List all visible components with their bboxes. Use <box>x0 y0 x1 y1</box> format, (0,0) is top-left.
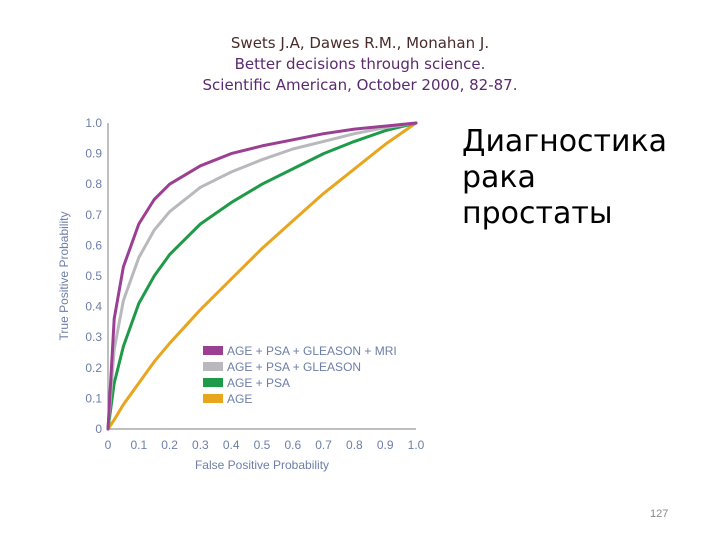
slide-title: Диагностика рака простаты <box>462 124 712 232</box>
y-tick-label: 0.2 <box>85 361 102 375</box>
y-tick-label: 0.1 <box>85 391 102 405</box>
legend-swatch <box>203 346 223 355</box>
roc-chart-svg: 0 0.1 0.2 0.3 0.4 0.5 0.6 0.7 0.8 0.9 1.0 0 0.1 0.2 0.… <box>57 116 425 472</box>
x-tick-label: 1.0 <box>408 438 425 452</box>
y-tick-label: 0.7 <box>85 208 102 222</box>
slide-title-line-2: рака <box>462 160 536 195</box>
series-line <box>106 121 418 431</box>
y-tick-label: 0.8 <box>85 177 102 191</box>
series-line <box>106 121 418 431</box>
series-line <box>106 121 418 431</box>
y-tick-label: 0.3 <box>85 330 102 344</box>
citation-journal: Scientific American, October 2000, 82-87… <box>202 76 518 94</box>
legend-label: AGE <box>227 392 252 406</box>
series-line <box>106 121 418 431</box>
legend-label: AGE + PSA <box>227 376 290 390</box>
y-tick-label: 0.9 <box>85 147 102 161</box>
page-number: 127 <box>650 508 669 520</box>
x-axis-label: False Positive Probability <box>195 458 329 472</box>
slide-title-line-1: Диагностика <box>462 124 668 159</box>
legend-label: AGE + PSA + GLEASON + MRI <box>227 344 397 358</box>
x-tick-label: 0.6 <box>284 438 301 452</box>
y-tick-label: 0.6 <box>85 238 102 252</box>
y-tick-label: 0.4 <box>85 300 102 314</box>
x-tick-label: 0 <box>105 438 112 452</box>
legend-label: AGE + PSA + GLEASON <box>227 360 361 374</box>
x-tick-label: 0.5 <box>254 438 271 452</box>
citation: Swets J.A, Dawes R.M., Monahan J. Better… <box>130 33 590 96</box>
x-tick-label: 0.1 <box>130 438 147 452</box>
slide-title-line-3: простаты <box>462 196 613 231</box>
citation-authors: Swets J.A, Dawes R.M., Monahan J. <box>230 34 490 52</box>
x-tick-label: 0.7 <box>315 438 332 452</box>
legend-swatch <box>203 378 223 387</box>
x-tick-label: 0.3 <box>192 438 209 452</box>
roc-chart: 0 0.1 0.2 0.3 0.4 0.5 0.6 0.7 0.8 0.9 1.0 0 0.1 0.2 0.… <box>50 110 440 480</box>
x-tick-label: 0.2 <box>161 438 178 452</box>
x-tick-label: 0.8 <box>346 438 363 452</box>
y-tick-label: 1.0 <box>85 116 102 130</box>
legend-swatch <box>203 362 223 371</box>
x-tick-label: 0.9 <box>377 438 394 452</box>
y-axis-label: True Positive Probability <box>57 212 71 341</box>
x-tick-label: 0.4 <box>223 438 240 452</box>
y-tick-label: 0 <box>95 422 102 436</box>
citation-title: Better decisions through science. <box>234 55 486 73</box>
y-tick-label: 0.5 <box>85 269 102 283</box>
legend-swatch <box>203 394 223 403</box>
